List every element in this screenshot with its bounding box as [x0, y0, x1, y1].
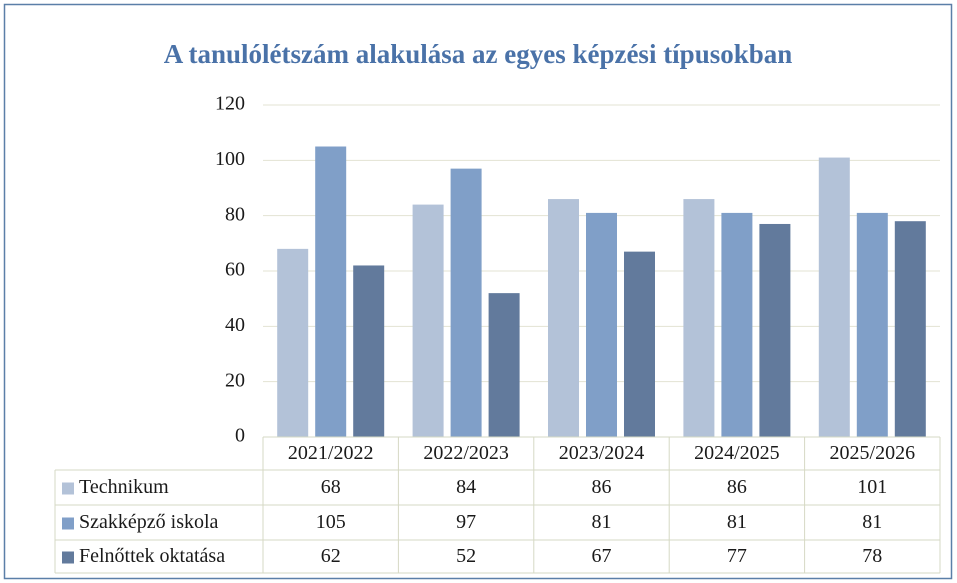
- y-tick-label: 60: [225, 259, 245, 281]
- bar: [894, 221, 926, 437]
- bar: [353, 265, 385, 437]
- table-value: 62: [321, 545, 341, 567]
- x-tick-label: 2025/2026: [830, 442, 916, 464]
- bar: [624, 251, 655, 437]
- legend-label: Technikum: [79, 476, 169, 498]
- bar: [721, 212, 753, 437]
- y-tick-label: 0: [235, 425, 245, 447]
- table-value: 77: [727, 545, 747, 567]
- y-tick-label: 120: [215, 93, 245, 115]
- table-value: 101: [857, 476, 887, 498]
- table-value: 105: [316, 511, 346, 533]
- legend-swatch: [62, 517, 74, 530]
- x-tick-label: 2023/2024: [559, 442, 645, 464]
- table-value: 86: [727, 476, 747, 498]
- legend-swatch: [62, 551, 74, 564]
- x-tick-label: 2022/2023: [423, 442, 509, 464]
- table-value: 84: [456, 476, 476, 498]
- x-tick-label: 2024/2025: [694, 442, 780, 464]
- bar: [277, 248, 309, 437]
- y-tick-label: 40: [225, 314, 245, 336]
- table-value: 52: [456, 545, 476, 567]
- bar: [548, 199, 579, 437]
- bar: [450, 168, 482, 437]
- bar: [315, 146, 347, 437]
- table-value: 67: [592, 545, 612, 567]
- bar: [818, 157, 850, 438]
- bar: [488, 293, 520, 437]
- table-value: 78: [862, 545, 882, 567]
- legend-label: Szakképző iskola: [79, 511, 219, 533]
- x-tick-label: 2021/2022: [288, 442, 374, 464]
- bar: [856, 212, 888, 437]
- y-tick-label: 100: [215, 148, 245, 170]
- table-value: 81: [592, 511, 612, 533]
- legend-label: Felnőttek oktatása: [79, 545, 225, 567]
- bar: [683, 199, 715, 437]
- table-value: 97: [456, 511, 476, 533]
- y-tick-label: 20: [225, 369, 245, 391]
- y-tick-label: 80: [225, 203, 245, 225]
- table-value: 81: [862, 511, 882, 533]
- table-value: 81: [727, 511, 747, 533]
- table-value: 86: [592, 476, 612, 498]
- bar: [412, 204, 444, 437]
- table-value: 68: [321, 476, 341, 498]
- legend-swatch: [62, 482, 74, 495]
- chart-title: A tanulólétszám alakulása az egyes képzé…: [164, 39, 793, 69]
- bar: [759, 223, 791, 437]
- bar: [586, 212, 617, 437]
